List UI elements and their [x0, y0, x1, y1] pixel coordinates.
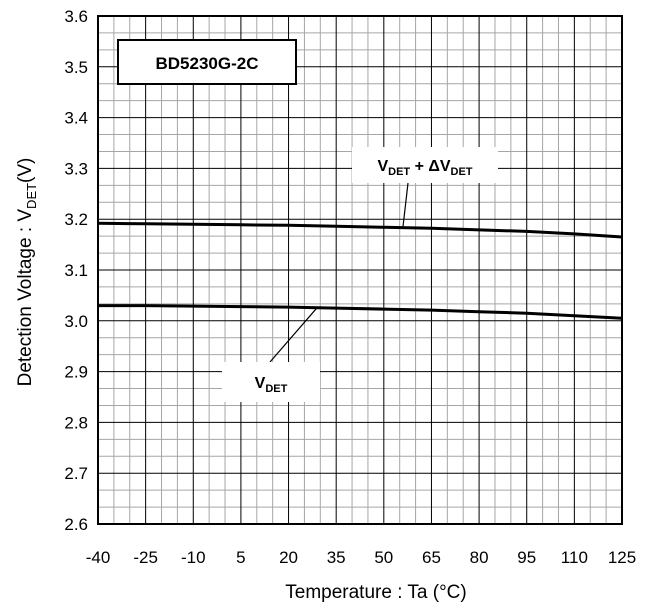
- x-tick-label: -25: [133, 548, 158, 567]
- series-lines: [97, 221, 623, 320]
- y-tick-label: 3.4: [64, 109, 88, 128]
- x-tick-label: -40: [86, 548, 111, 567]
- x-axis-title: Temperature : Ta (°C): [285, 582, 466, 603]
- y-axis-title-main: Detection Voltage : V: [15, 209, 36, 387]
- x-tick-labels: -40 -25 -10 5 20 35 50 65 80 95 110 125: [86, 548, 636, 567]
- y-tick-label: 2.6: [64, 515, 88, 534]
- series-label-part: V: [255, 375, 266, 392]
- y-tick-label: 2.7: [64, 464, 88, 483]
- y-tick-label: 3.6: [64, 7, 88, 26]
- leader-line-vdet-plus-delta: [402, 182, 409, 228]
- x-tick-label: 110: [561, 548, 588, 567]
- plot-frame: [97, 15, 623, 525]
- series-line-vdet: [98, 304, 623, 320]
- x-tick-label: 5: [236, 548, 245, 567]
- x-tick-label: -10: [181, 548, 206, 567]
- y-axis-title-sub: DET: [24, 183, 39, 209]
- label-box-vdet: [222, 362, 320, 402]
- series-label-vdet-plus-delta: VDET + ΔVDET: [377, 158, 472, 178]
- series-label-part: V: [377, 158, 388, 175]
- y-axis-title: Detection Voltage : VDET(V): [15, 158, 39, 387]
- series-line-vdet-plus-delta: [97, 221, 623, 239]
- title-box: [117, 39, 297, 85]
- y-tick-label: 3.3: [64, 159, 88, 178]
- y-tick-label: 2.9: [64, 363, 88, 382]
- x-tick-label: 35: [327, 548, 346, 567]
- x-tick-label: 80: [470, 548, 489, 567]
- series-label-part: DET: [388, 166, 410, 178]
- x-tick-label: 125: [608, 548, 636, 567]
- x-tick-label: 65: [422, 548, 441, 567]
- series-label-vdet: VDET: [255, 375, 288, 395]
- series-label-part: + ΔV: [410, 158, 451, 175]
- x-tick-label: 50: [374, 548, 393, 567]
- label-box-vdet-plus-delta: [352, 147, 498, 183]
- y-tick-label: 2.8: [64, 413, 88, 432]
- y-tick-label: 3.5: [64, 58, 88, 77]
- x-tick-label: 95: [517, 548, 536, 567]
- y-axis-title-tail: (V): [15, 158, 36, 183]
- y-tick-label: 3.1: [64, 261, 88, 280]
- y-tick-label: 3.2: [64, 210, 88, 229]
- y-tick-labels: 3.6 3.5 3.4 3.3 3.2 3.1 3.0 2.9 2.8 2.7 2.6: [64, 7, 88, 534]
- major-grid: [98, 16, 622, 524]
- chart-title: BD5230G-2C: [156, 54, 259, 73]
- leader-line-vdet: [269, 307, 318, 363]
- series-label-part: DET: [265, 383, 287, 395]
- y-tick-label: 3.0: [64, 312, 88, 331]
- series-label-part: DET: [451, 166, 473, 178]
- x-tick-label: 20: [279, 548, 298, 567]
